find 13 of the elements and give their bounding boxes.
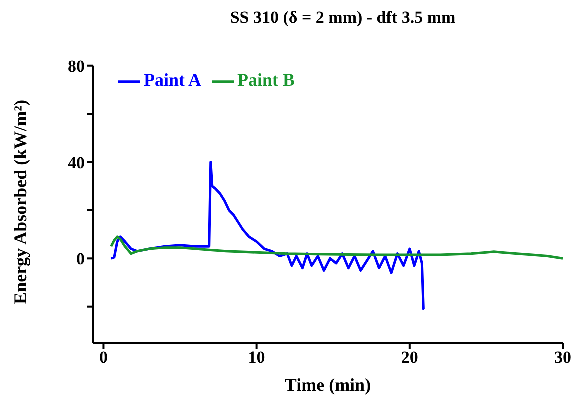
x-tick-label: 0: [99, 348, 108, 368]
x-tick-label: 30: [554, 348, 572, 368]
x-axis-title: Time (min): [284, 375, 372, 395]
legend-label: Paint A: [144, 70, 202, 90]
x-tick-label: 20: [401, 348, 418, 368]
y-tick-label: 80: [68, 56, 85, 76]
y-tick-label: 0: [76, 250, 85, 269]
legend-label: Paint B: [238, 70, 296, 90]
line-series: [110, 236, 563, 260]
y-axis-title: Energy Absorbed (kW/m²): [10, 100, 30, 304]
chart-title: SS 310 (δ = 2 mm) - dft 3.5 mm: [229, 8, 457, 28]
y-tick-label: 40: [68, 153, 85, 172]
x-tick-label: 10: [248, 348, 266, 368]
